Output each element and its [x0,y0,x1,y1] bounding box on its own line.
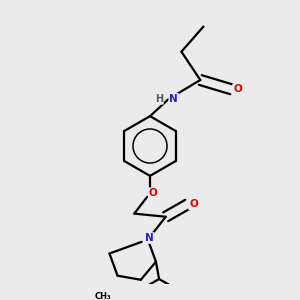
Text: N: N [169,94,178,104]
Text: O: O [149,188,158,198]
Text: O: O [189,199,198,209]
Text: H: H [155,94,163,104]
Text: N: N [145,233,154,243]
Text: O: O [233,84,242,94]
Text: CH₃: CH₃ [94,292,111,300]
